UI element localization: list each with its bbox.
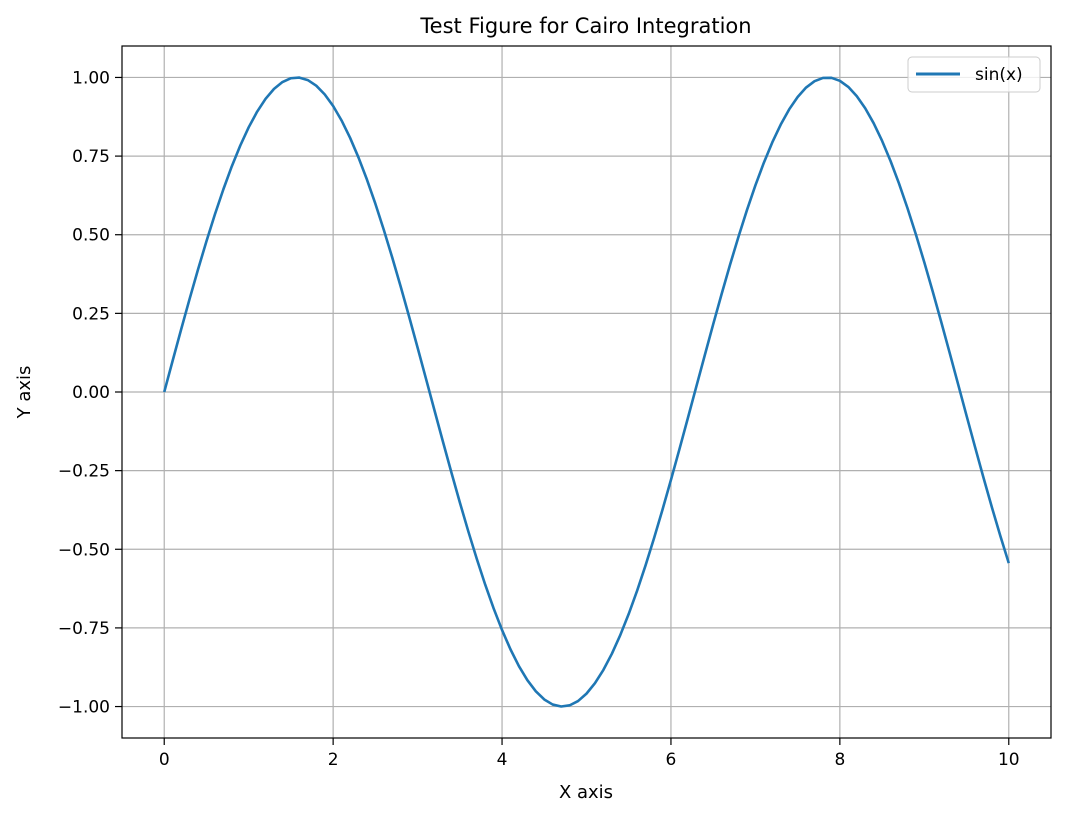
legend: sin(x) [907,56,1041,93]
x-tick-label: 2 [328,750,339,770]
x-tick-label: 6 [666,750,677,770]
ticks: 0 2 4 6 8 10 1.00 0.75 0.50 0.25 0.00 −0.25 −0.50 −0.… [58,68,1020,770]
y-axis-label: Y axis [14,366,35,420]
y-tick-label: 0.75 [72,147,110,167]
y-tick-label: 1.00 [72,68,110,88]
y-tick-label: −0.50 [58,540,110,560]
legend-label: sin(x) [975,65,1023,85]
x-tick-label: 0 [159,750,170,770]
y-tick-label: 0.25 [72,304,110,324]
y-tick-label: 0.50 [72,226,110,246]
x-axis-label: X axis [559,782,613,803]
y-tick-label: 0.00 [72,383,110,403]
x-tick-label: 8 [834,750,845,770]
x-tick-label: 10 [998,750,1020,770]
y-tick-label: −0.75 [58,619,110,639]
chart-title: Test Figure for Cairo Integration [419,14,751,38]
y-tick-label: −1.00 [58,698,110,718]
legend-box [907,56,1041,93]
series-layer [162,76,1011,708]
y-tick-label: −0.25 [58,462,110,482]
x-tick-label: 4 [497,750,508,770]
grid [122,46,1051,738]
series-line-0 [162,76,1011,708]
